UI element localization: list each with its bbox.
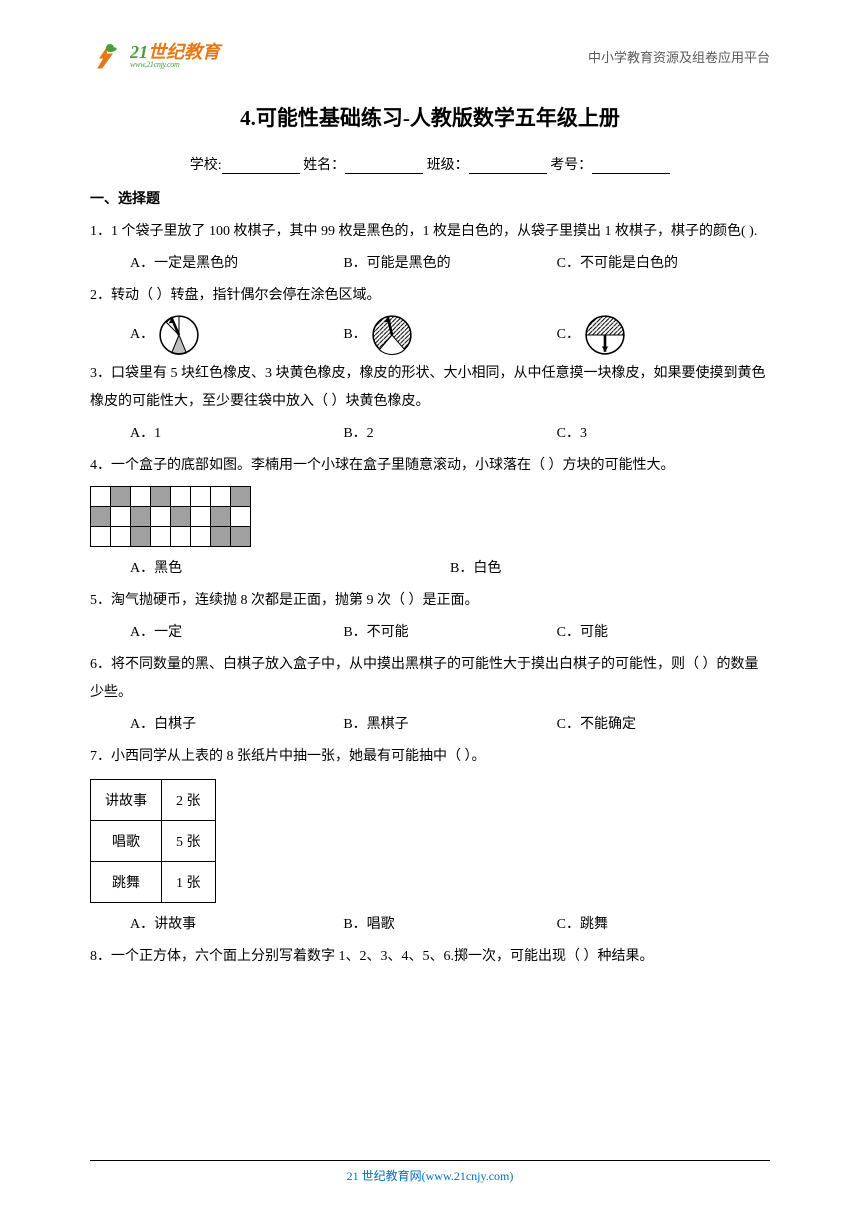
q1-opt-a: A．一定是黑色的 [130,250,343,278]
student-info-line: 学校: 姓名： 班级： 考号： [90,154,770,174]
q6-opt-a: A．白棋子 [130,711,343,739]
q7-text: 7．小西同学从上表的 8 张纸片中抽一张，她最有可能抽中（ ）。 [90,743,770,771]
q5-options: A．一定 B．不可能 C．可能 [90,619,770,647]
name-label: 姓名： [303,158,345,173]
q4-opt-b: B．白色 [450,555,770,583]
q4-options: A．黑色 B．白色 [90,555,770,583]
t-r3c1: 跳舞 [91,862,162,903]
footer-divider [90,1160,770,1161]
q2-opt-a-label: A． [130,321,154,349]
q6-opt-b: B．黑棋子 [343,711,556,739]
q2-opt-a: A． [130,314,343,356]
page: 21世纪教育 www.21cnjy.com 中小学教育资源及组卷应用平台 4.可… [0,0,860,1005]
footer-text: 21 世纪教育网(www.21cnjy.com) [0,1167,860,1184]
q7-opt-a: A．讲故事 [130,911,343,939]
q1-opt-c: C．不可能是白色的 [557,250,770,278]
logo-text: 21世纪教育 www.21cnjy.com [130,43,220,69]
t-r3c2: 1 张 [162,862,216,903]
q5-opt-b: B．不可能 [343,619,556,647]
q1-options: A．一定是黑色的 B．可能是黑色的 C．不可能是白色的 [90,250,770,278]
q2-opt-c-label: C． [557,321,580,349]
q5-opt-a: A．一定 [130,619,343,647]
t-r1c1: 讲故事 [91,780,162,821]
t-r2c2: 5 张 [162,821,216,862]
q2-options: A． B． C． [90,314,770,356]
q3-text: 3．口袋里有 5 块红色橡皮、3 块黄色橡皮，橡皮的形状、大小相同，从中任意摸一… [90,360,770,416]
q8-text: 8．一个正方体，六个面上分别写着数字 1、2、3、4、5、6.掷一次，可能出现（… [90,943,770,971]
section-title: 一、选择题 [90,188,770,208]
q2-opt-c: C． [557,314,770,356]
logo-url: www.21cnjy.com [130,61,220,69]
logo: 21世纪教育 www.21cnjy.com [90,40,220,72]
q7-opt-c: C．跳舞 [557,911,770,939]
q6-opt-c: C．不能确定 [557,711,770,739]
q7-options: A．讲故事 B．唱歌 C．跳舞 [90,911,770,939]
q1-opt-b: B．可能是黑色的 [343,250,556,278]
q6-options: A．白棋子 B．黑棋子 C．不能确定 [90,711,770,739]
q3-opt-b: B．2 [343,420,556,448]
q6-text: 6．将不同数量的黑、白棋子放入盒子中，从中摸出黑棋子的可能性大于摸出白棋子的可能… [90,651,770,707]
logo-green-text: 21 [130,42,148,62]
id-blank[interactable] [592,157,670,174]
class-blank[interactable] [469,157,547,174]
header-right-text: 中小学教育资源及组卷应用平台 [588,47,770,66]
school-label: 学校: [190,158,222,173]
q5-opt-c: C．可能 [557,619,770,647]
q3-options: A．1 B．2 C．3 [90,420,770,448]
name-blank[interactable] [345,157,423,174]
spinner-c-icon [584,314,626,356]
q3-opt-c: C．3 [557,420,770,448]
page-header: 21世纪教育 www.21cnjy.com 中小学教育资源及组卷应用平台 [90,40,770,72]
q4-text: 4．一个盒子的底部如图。李楠用一个小球在盒子里随意滚动，小球落在（ ）方块的可能… [90,452,770,480]
logo-orange-text: 世纪教育 [148,42,220,62]
q4-grid [90,486,251,547]
id-label: 考号： [550,158,592,173]
q1-text: 1．1 个袋子里放了 100 枚棋子，其中 99 枚是黑色的，1 枚是白色的，从… [90,218,770,246]
class-label: 班级： [427,158,469,173]
q3-opt-a: A．1 [130,420,343,448]
spinner-a-icon [158,314,200,356]
q4-opt-a: A．黑色 [130,555,450,583]
logo-figure-icon [90,40,122,72]
school-blank[interactable] [222,157,300,174]
q2-text: 2．转动（ ）转盘，指针偶尔会停在涂色区域。 [90,282,770,310]
t-r1c2: 2 张 [162,780,216,821]
t-r2c1: 唱歌 [91,821,162,862]
page-title: 4.可能性基础练习-人教版数学五年级上册 [90,102,770,132]
logo-cn: 21世纪教育 [130,43,220,61]
q5-text: 5．淘气抛硬币，连续抛 8 次都是正面，抛第 9 次（ ）是正面。 [90,587,770,615]
spinner-b-icon [371,314,413,356]
q2-opt-b: B． [343,314,556,356]
q7-card-table: 讲故事2 张 唱歌5 张 跳舞1 张 [90,779,216,903]
q7-opt-b: B．唱歌 [343,911,556,939]
q2-opt-b-label: B． [343,321,366,349]
